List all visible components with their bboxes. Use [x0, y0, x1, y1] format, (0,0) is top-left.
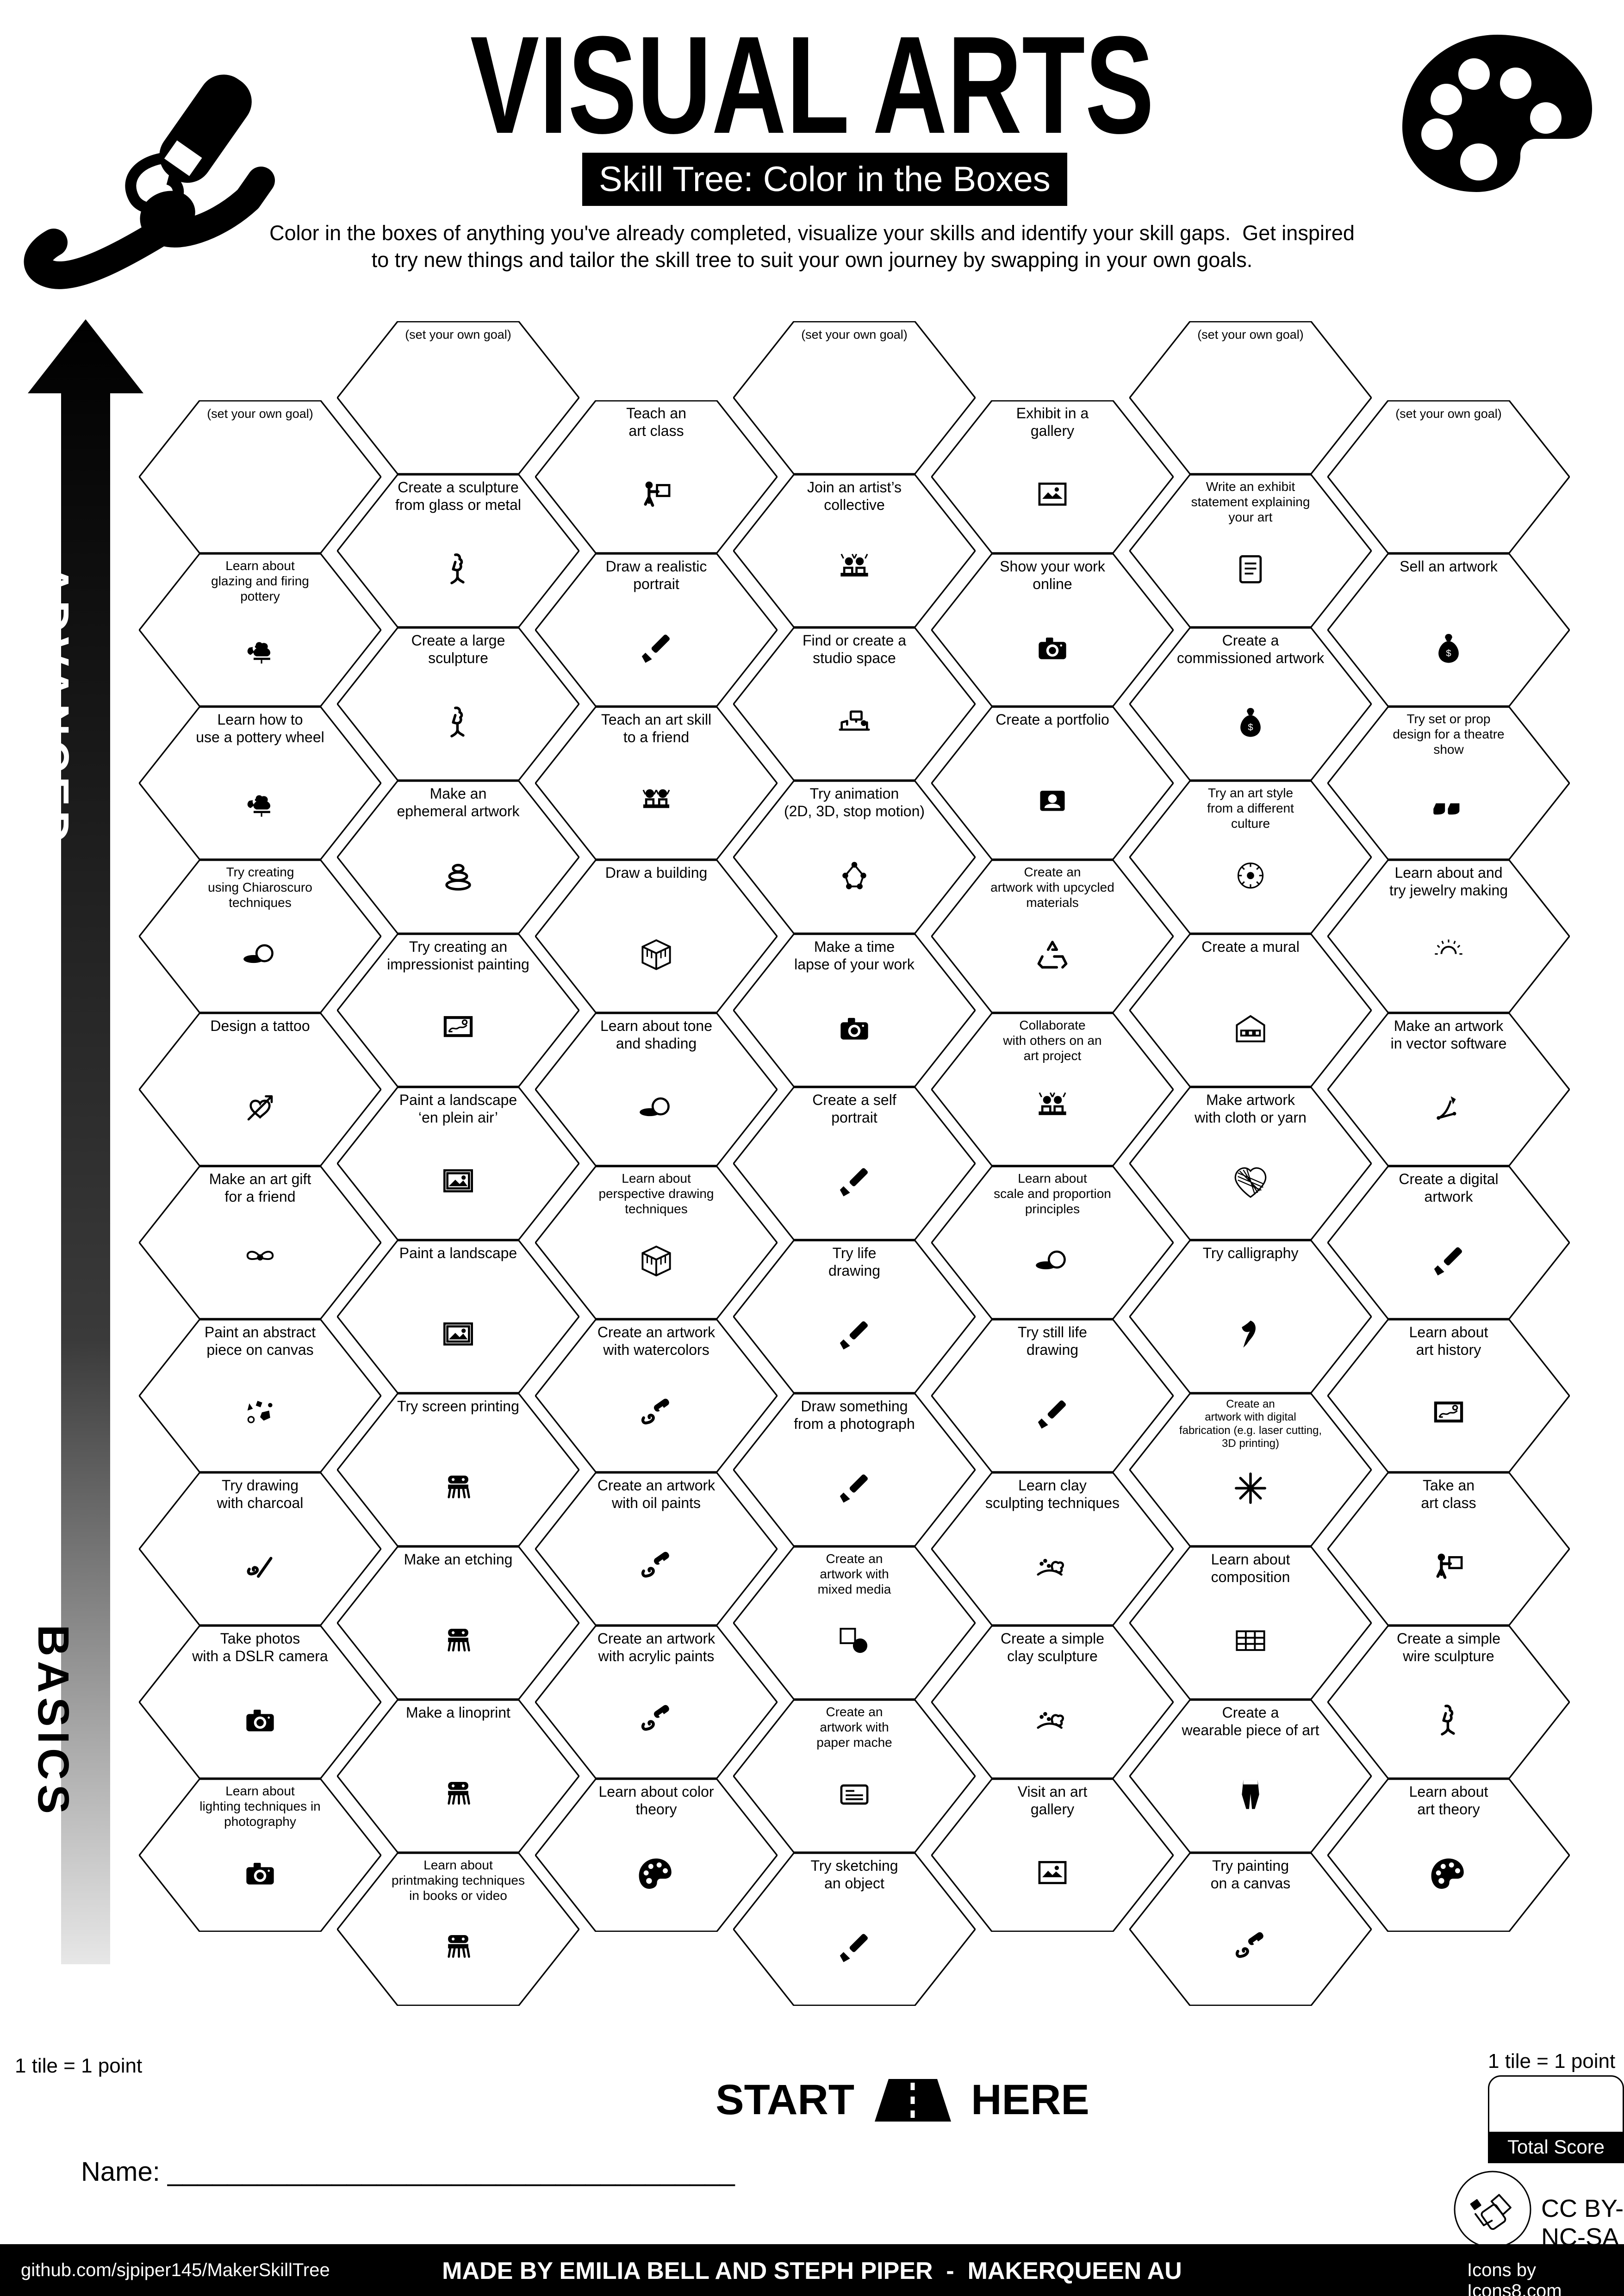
svg-text:$: $: [1248, 722, 1253, 732]
svg-text:$: $: [1446, 648, 1451, 658]
